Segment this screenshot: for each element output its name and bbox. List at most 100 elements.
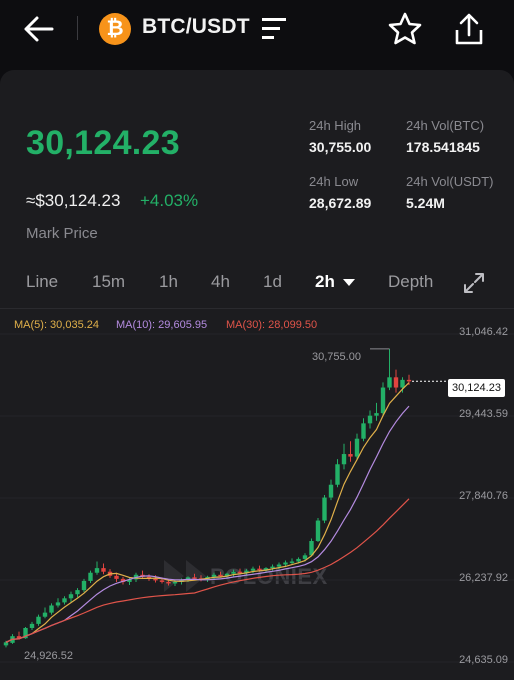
y-axis-label: 26,237.92 — [459, 572, 508, 584]
price-change-percent: +4.03% — [140, 191, 199, 210]
candle-body — [335, 464, 340, 485]
fullscreen-icon[interactable] — [462, 271, 486, 295]
candle-body — [237, 571, 243, 574]
candle-body — [250, 568, 256, 571]
candle-body — [374, 413, 379, 416]
candle-body — [361, 423, 366, 439]
y-axis-label: 24,635.09 — [459, 654, 508, 666]
candle-body — [16, 636, 22, 639]
candle-body — [42, 612, 48, 617]
high-price-label: 30,755.00 — [312, 351, 361, 363]
mark-price-label[interactable]: Mark Price — [26, 225, 98, 242]
candlestick-chart[interactable] — [0, 320, 514, 680]
candle-body — [88, 572, 93, 581]
chart-grid — [0, 333, 514, 663]
pair-title[interactable]: BTC/USDT — [142, 15, 250, 38]
candle-body — [263, 568, 269, 571]
candle-body — [380, 387, 386, 414]
candle-body — [172, 581, 178, 584]
stat-label-24h-low: 24h Low — [309, 174, 359, 189]
candle-body — [289, 561, 295, 563]
y-axis-label: 31,046.42 — [459, 326, 508, 338]
low-price-label: 24,926.52 — [24, 650, 73, 662]
ma30-label: MA(30): 28,099.50 — [226, 319, 318, 331]
candle-body — [36, 616, 41, 624]
candle-body — [75, 590, 80, 595]
candle-body — [315, 520, 321, 542]
candle-body — [55, 602, 61, 606]
candle-body — [302, 555, 308, 559]
candle-body — [127, 579, 132, 582]
candle-body — [270, 566, 275, 569]
candle-body — [94, 568, 100, 573]
candle-body — [322, 497, 327, 521]
chart-divider — [0, 308, 514, 309]
candle-body — [387, 377, 392, 388]
moving-averages-group — [5, 380, 446, 643]
candle-body — [276, 564, 282, 567]
candle-body — [244, 570, 249, 573]
candle-body — [393, 377, 399, 388]
ma5-label: MA(5): 30,035.24 — [14, 319, 99, 331]
candle-body — [101, 568, 106, 572]
candle-body — [185, 577, 191, 580]
stat-label-24h-vol-btc: 24h Vol(BTC) — [406, 118, 485, 133]
star-icon[interactable] — [386, 10, 424, 48]
candle-body — [211, 574, 217, 577]
tab-1d[interactable]: 1d — [263, 272, 282, 291]
candle-body — [159, 580, 165, 582]
candle-body — [231, 571, 236, 574]
y-axis-label: 29,443.59 — [459, 408, 508, 420]
candle-body — [114, 575, 119, 579]
current-price-tag: 30,124.23 — [448, 379, 505, 397]
candle-body — [328, 484, 334, 498]
y-axis-label: 27,840.76 — [459, 490, 508, 502]
candle-body — [49, 605, 54, 613]
last-price: 30,124.23 — [26, 124, 180, 162]
tab-15m[interactable]: 15m — [92, 272, 126, 291]
candle-body — [68, 594, 74, 599]
candle-body — [62, 598, 67, 603]
candle-body — [348, 454, 353, 457]
tab-depth[interactable]: Depth — [388, 272, 434, 291]
menu-icon[interactable] — [260, 16, 290, 42]
stat-value-24h-vol-usdt: 5.24M — [406, 195, 445, 211]
candle-body — [354, 438, 360, 457]
stat-label-24h-vol-usdt: 24h Vol(USDT) — [406, 174, 494, 189]
ma5-line — [5, 382, 410, 643]
candle-body — [309, 541, 314, 556]
tab-line[interactable]: Line — [26, 272, 59, 291]
candle-body — [367, 415, 373, 424]
ma10-line — [5, 405, 410, 643]
candle-body — [283, 562, 288, 565]
candle-body — [192, 577, 197, 579]
candle-body — [341, 454, 347, 465]
candle-body — [23, 627, 28, 639]
stat-value-24h-vol-btc: 178.541845 — [406, 139, 480, 155]
candle-body — [29, 623, 35, 628]
stat-value-24h-high: 30,755.00 — [309, 139, 372, 155]
candle-body — [400, 379, 405, 388]
tab-1h[interactable]: 1h — [159, 272, 178, 291]
candle-body — [3, 642, 9, 646]
tab-2h[interactable]: 2h — [315, 272, 335, 291]
tab-4h[interactable]: 4h — [211, 272, 230, 291]
chevron-down-icon[interactable] — [343, 279, 355, 286]
candle-body — [218, 574, 223, 577]
header-divider — [77, 16, 78, 40]
candle-body — [224, 573, 230, 576]
candle-body — [81, 580, 87, 591]
ma10-label: MA(10): 29,605.95 — [116, 319, 208, 331]
back-arrow-icon[interactable] — [22, 14, 56, 44]
approx-usd-price: ≈$30,124.23 — [26, 191, 121, 210]
ma30-line — [5, 498, 410, 643]
share-icon[interactable] — [450, 10, 488, 48]
candle-body — [153, 578, 158, 581]
candle-body — [296, 558, 301, 562]
bitcoin-icon: ₿ — [99, 13, 131, 45]
candle-body — [120, 578, 126, 582]
candle-body — [166, 581, 171, 584]
stat-label-24h-high: 24h High — [309, 118, 362, 133]
candle-body — [257, 568, 262, 571]
candle-body — [406, 379, 412, 382]
